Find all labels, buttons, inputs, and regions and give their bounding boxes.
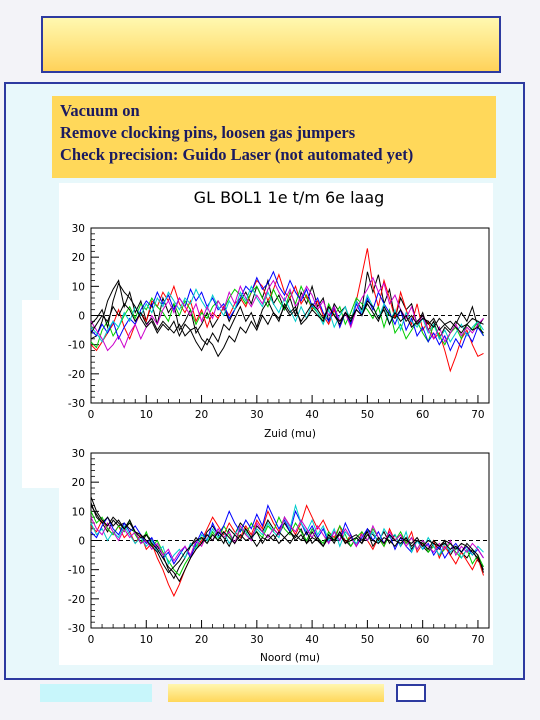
panel-2-ytick-label: -30	[68, 623, 85, 635]
panel-1-series-7	[90, 282, 484, 346]
note-line-precision: Check precision: Guido Laser (not automa…	[60, 145, 414, 164]
panel-2-ytick-label: 20	[72, 477, 85, 489]
slide-title-box	[41, 16, 501, 73]
footer-left-bar	[40, 684, 152, 702]
panel-1-ytick-label: -30	[68, 398, 85, 410]
panel-1-xtick-label: 20	[195, 409, 208, 421]
footer-page-box	[396, 684, 426, 702]
panel-1-ytick-label: -10	[68, 340, 85, 352]
panel-2-xtick-label: 70	[471, 634, 484, 646]
panel-1-series-4	[90, 270, 484, 352]
panel-2-ytick-label: 0	[78, 536, 85, 548]
panel-1-ytick-label: 0	[78, 311, 85, 323]
panel-2-ytick-label: -10	[68, 565, 85, 577]
panel-2-xlabel: Noord (mu)	[260, 652, 320, 664]
chart-figure: GL BOL1 1e t/m 6e laag 30 20 10 0 -10 -20 -30 0…	[59, 183, 493, 665]
chart-svg: GL BOL1 1e t/m 6e laag 3020100-10-20-300…	[68, 188, 490, 664]
panel-1-xtick-label: 0	[88, 409, 95, 421]
note-line-pins: Remove clocking pins, loosen gas jumpers	[60, 123, 356, 142]
panel-1-xtick-label: 40	[305, 409, 318, 421]
panel-1-xtick-label: 10	[140, 409, 153, 421]
panel-2-xtick-label: 10	[140, 634, 153, 646]
footer-middle-bar	[168, 684, 384, 702]
panel-1-xtick-label: 30	[250, 409, 263, 421]
panel-2-ytick-label: 10	[72, 506, 85, 518]
panel-2-series-5	[90, 503, 484, 565]
procedure-note: Vacuum on Remove clocking pins, loosen g…	[52, 96, 496, 178]
panel-2-xtick-label: 20	[195, 634, 208, 646]
chart-title: GL BOL1 1e t/m 6e laag	[194, 188, 385, 207]
panel-2-ytick-label: -20	[68, 594, 85, 606]
panel-1-series-8	[90, 302, 484, 358]
panel-2-ytick-label: 30	[72, 448, 85, 460]
panel-1-ytick-label: -20	[68, 369, 85, 381]
panel-1-xtick-label: 50	[361, 409, 374, 421]
panel-2-xtick-label: 0	[88, 634, 95, 646]
panel-1-ytick-label: 30	[72, 223, 85, 235]
panel-2-series-8	[90, 505, 484, 574]
panel-1-ytick-label: 20	[72, 252, 85, 264]
panel-2-series-6	[90, 516, 484, 562]
note-line-vacuum: Vacuum on	[60, 101, 140, 120]
panel-2-series-7	[90, 496, 484, 583]
panel-2-xtick-label: 40	[305, 634, 318, 646]
panel-1-xtick-label: 70	[471, 409, 484, 421]
panel-2-xtick-label: 30	[250, 634, 263, 646]
panel-1-ytick-label: 10	[72, 281, 85, 293]
panel-1-xtick-label: 60	[416, 409, 429, 421]
side-band	[22, 300, 62, 488]
panel-2-xtick-label: 60	[416, 634, 429, 646]
panel-1-series-5	[90, 285, 484, 343]
panel-1-xlabel: Zuid (mu)	[264, 428, 316, 440]
panel-2-xtick-label: 50	[361, 634, 374, 646]
